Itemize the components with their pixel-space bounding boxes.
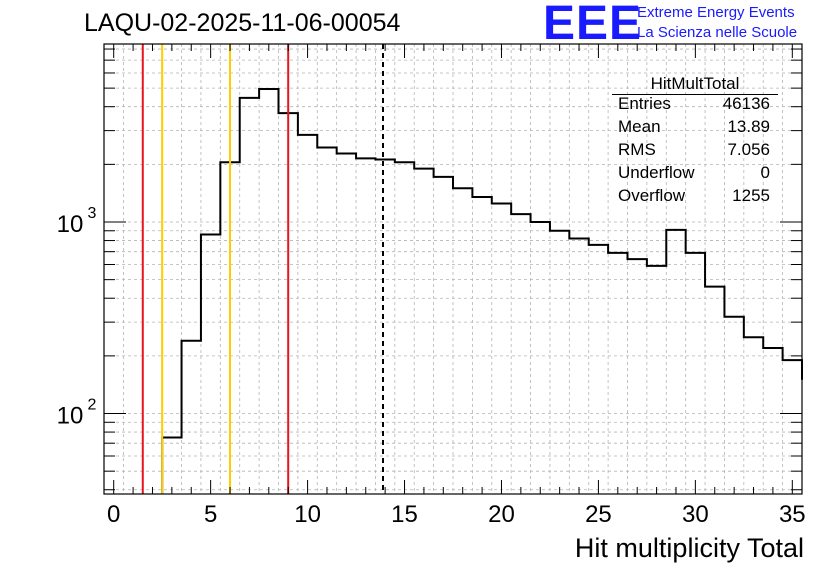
stats-value-mean: 13.89 — [727, 117, 770, 136]
x-ticks: 0 5 10 15 20 25 30 35 — [107, 44, 806, 528]
x-tick-label: 0 — [107, 501, 120, 528]
stats-box-title: HitMultTotal — [650, 74, 740, 93]
plot-frame — [103, 43, 803, 495]
x-tick-label: 5 — [204, 501, 217, 528]
x-tick-label: 30 — [682, 501, 709, 528]
x-tick-label: 25 — [585, 501, 612, 528]
stats-value-rms: 7.056 — [727, 140, 770, 159]
stats-label-entries: Entries — [618, 94, 671, 113]
stats-label-rms: RMS — [618, 140, 656, 159]
x-tick-label: 20 — [488, 501, 515, 528]
stats-box-divider — [612, 94, 778, 95]
y-tick-exponent: 2 — [88, 397, 97, 414]
stats-value-entries: 46136 — [722, 94, 770, 113]
x-tick-label: 15 — [391, 501, 418, 528]
stats-label-underflow: Underflow — [618, 163, 695, 182]
y-tick-label: 10 — [57, 211, 84, 238]
y-tick-exponent: 3 — [88, 205, 97, 222]
grid-lines — [103, 44, 803, 494]
stats-value-overflow: 1255 — [732, 186, 770, 205]
y-tick-label: 10 — [57, 403, 84, 430]
x-tick-label: 35 — [779, 501, 806, 528]
stats-label-mean: Mean — [618, 117, 661, 136]
eee-logo: EEE — [543, 0, 643, 50]
logo-line-2: La Scienza nelle Scuole — [637, 24, 798, 41]
chart-title: LAQU-02-2025-11-06-00054 — [84, 9, 401, 37]
x-axis-label: Hit multiplicity Total — [574, 533, 804, 563]
stats-value-underflow: 0 — [760, 163, 770, 182]
stats-label-overflow: Overflow — [618, 186, 686, 205]
logo-line-1: Extreme Energy Events — [637, 4, 795, 21]
x-tick-label: 10 — [294, 501, 321, 528]
histogram-series — [161, 87, 803, 494]
